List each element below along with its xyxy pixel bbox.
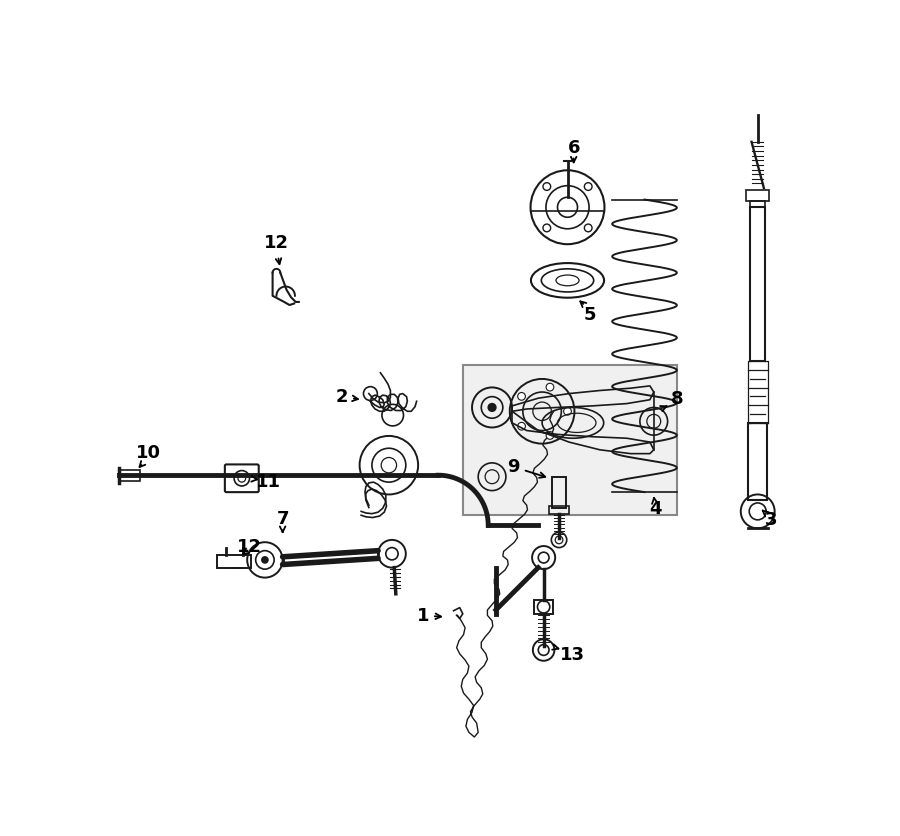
Bar — [119, 470, 140, 481]
Circle shape — [546, 384, 554, 391]
Circle shape — [488, 403, 497, 413]
Circle shape — [518, 423, 526, 431]
Text: 3: 3 — [764, 511, 777, 528]
Circle shape — [546, 432, 554, 440]
Circle shape — [563, 408, 572, 415]
Bar — [552, 477, 566, 508]
Text: 11: 11 — [256, 472, 282, 490]
Circle shape — [584, 225, 592, 232]
Circle shape — [543, 183, 551, 191]
Text: 6: 6 — [567, 139, 580, 157]
Text: 9: 9 — [508, 457, 520, 476]
Bar — [750, 208, 765, 362]
Bar — [463, 365, 677, 516]
Bar — [535, 600, 553, 614]
Circle shape — [584, 183, 592, 191]
Text: 5: 5 — [583, 305, 596, 323]
Bar — [746, 191, 769, 201]
Bar — [549, 507, 569, 514]
Text: 7: 7 — [276, 510, 289, 528]
Bar — [749, 423, 767, 500]
Text: 8: 8 — [670, 390, 683, 408]
Text: 12: 12 — [237, 538, 262, 555]
Bar — [217, 555, 251, 568]
Circle shape — [518, 393, 526, 400]
Text: 2: 2 — [336, 387, 348, 405]
Text: 12: 12 — [264, 233, 289, 252]
Circle shape — [261, 557, 269, 564]
Text: 1: 1 — [417, 607, 429, 624]
Bar — [750, 201, 765, 208]
Circle shape — [543, 225, 551, 232]
Text: 4: 4 — [649, 499, 662, 517]
Text: 13: 13 — [561, 645, 585, 663]
Text: 10: 10 — [136, 444, 161, 461]
